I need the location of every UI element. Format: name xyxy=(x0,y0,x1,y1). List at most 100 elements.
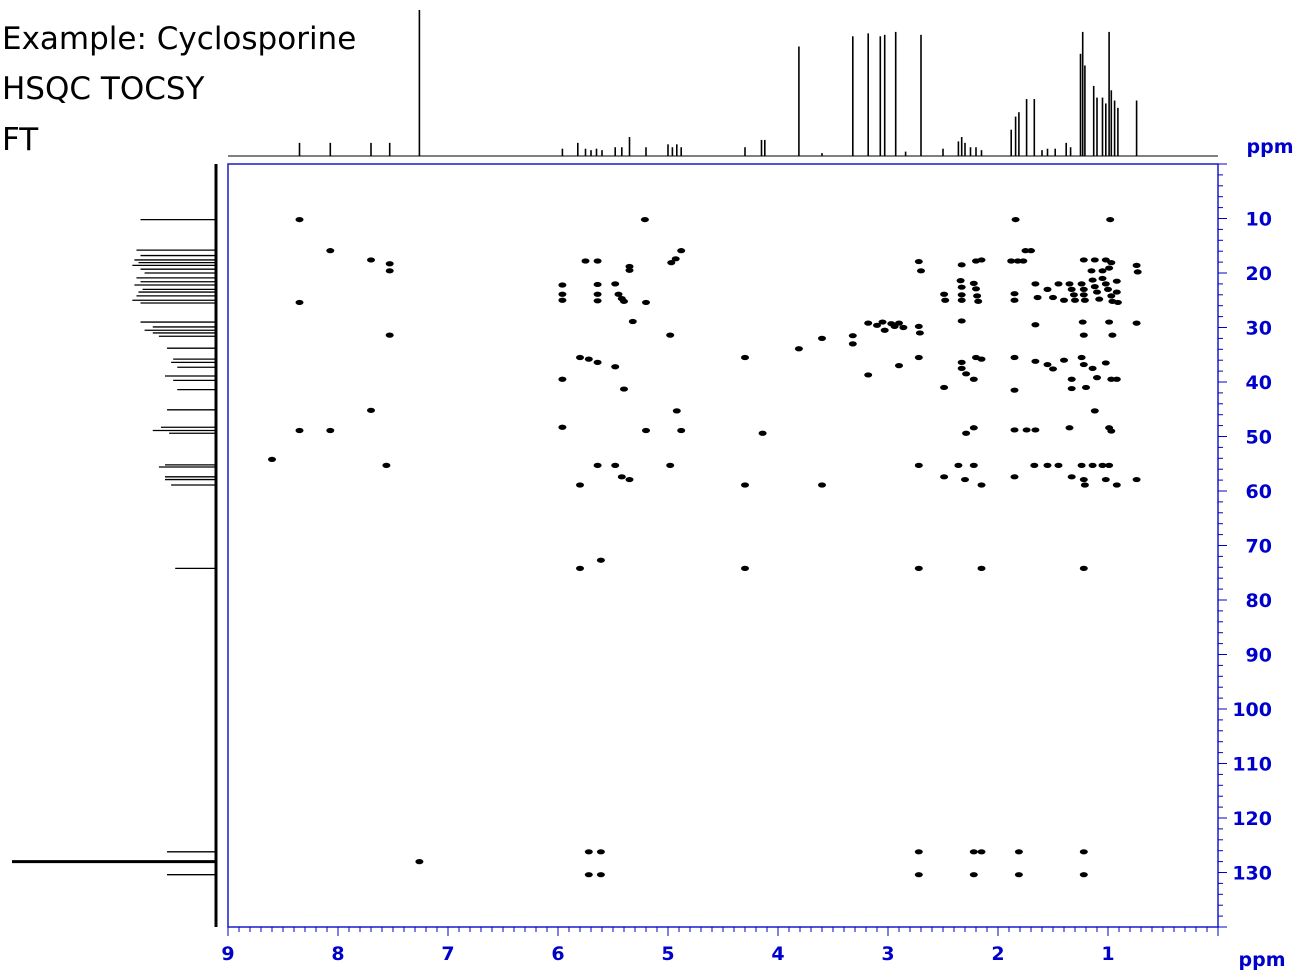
cross-peak xyxy=(620,298,628,304)
cross-peak xyxy=(666,462,675,468)
cross-peak xyxy=(1031,281,1040,287)
cross-peak xyxy=(1067,376,1076,382)
cross-peak xyxy=(1010,354,1019,361)
cross-peak xyxy=(794,346,803,352)
cross-peak xyxy=(593,291,602,297)
cross-peak xyxy=(940,474,949,480)
cross-peak xyxy=(1107,376,1116,382)
x-tick-label: 8 xyxy=(331,943,344,965)
x-tick-label: 2 xyxy=(991,943,1004,965)
cross-peak xyxy=(940,291,949,297)
cross-peak xyxy=(914,872,923,878)
cross-peak xyxy=(1078,319,1087,325)
cross-peak xyxy=(969,872,978,878)
cross-peak xyxy=(642,299,650,306)
cross-peak xyxy=(1019,258,1028,264)
cross-peak xyxy=(1031,322,1040,328)
cross-peak xyxy=(295,299,304,306)
cross-peak xyxy=(584,356,593,362)
cross-peak xyxy=(1007,258,1016,264)
cross-peak xyxy=(1132,320,1141,326)
cross-peak xyxy=(1027,248,1035,254)
cross-peak xyxy=(614,291,623,297)
cross-peak xyxy=(640,216,649,223)
cross-peak xyxy=(1065,425,1074,431)
cross-peak xyxy=(326,248,335,254)
cross-peak xyxy=(667,260,676,266)
cross-peak xyxy=(584,849,593,855)
cross-peak xyxy=(941,297,950,303)
cross-peak xyxy=(1112,289,1121,295)
cross-peak xyxy=(625,267,634,273)
cross-peak xyxy=(1010,297,1019,303)
cross-peak xyxy=(1054,281,1063,287)
cross-peak xyxy=(1101,476,1110,483)
cross-peak xyxy=(1104,286,1112,292)
cross-peak xyxy=(1065,281,1074,287)
cross-peak xyxy=(1113,299,1122,306)
cross-peak xyxy=(977,482,986,488)
cross-peak xyxy=(914,849,923,855)
cross-peak xyxy=(1108,332,1117,338)
cross-peak xyxy=(1033,294,1042,301)
cross-peak xyxy=(558,424,567,430)
cross-peak xyxy=(1031,358,1040,364)
y-tick-label: 90 xyxy=(1246,645,1272,667)
cross-peak xyxy=(940,384,949,391)
cross-peak xyxy=(1013,258,1022,264)
y-axis-unit-label: ppm xyxy=(1247,136,1294,158)
cross-peak xyxy=(1112,482,1121,488)
cross-peak xyxy=(1079,257,1088,263)
cross-peak xyxy=(593,281,602,288)
cross-peak xyxy=(385,261,394,267)
cross-peak xyxy=(741,482,749,488)
cross-peak xyxy=(1093,289,1101,295)
cross-peak xyxy=(1132,262,1141,268)
cross-peak xyxy=(917,268,925,274)
cross-peak xyxy=(1112,376,1121,382)
cross-peak xyxy=(864,372,873,378)
cross-peak xyxy=(596,557,605,563)
cross-peak xyxy=(1014,849,1023,855)
y-tick-label: 30 xyxy=(1246,318,1272,340)
cross-peak xyxy=(558,291,567,297)
cross-peak xyxy=(593,298,602,304)
cross-peak xyxy=(1067,385,1076,392)
cross-peak xyxy=(1088,365,1097,371)
y-tick-label: 40 xyxy=(1246,372,1272,394)
cross-peak xyxy=(1082,384,1090,391)
cross-peak xyxy=(1049,366,1057,372)
cross-peak xyxy=(295,427,304,434)
cross-peak xyxy=(576,354,584,361)
cross-peak xyxy=(957,292,966,298)
cross-peak xyxy=(1098,462,1107,468)
cross-peak xyxy=(326,427,335,434)
y-tick-label: 20 xyxy=(1246,263,1272,285)
cross-peak xyxy=(1022,427,1031,433)
cross-peak xyxy=(385,268,394,274)
x-tick-label: 6 xyxy=(551,943,564,965)
cross-peak xyxy=(954,462,963,468)
cross-peak xyxy=(969,376,978,382)
cross-peak xyxy=(957,318,966,324)
y-tick-label: 10 xyxy=(1246,209,1272,231)
x-axis-unit-label: ppm xyxy=(1239,949,1286,970)
cross-peak xyxy=(914,462,923,468)
cross-peak xyxy=(969,280,978,286)
y-tick-label: 120 xyxy=(1232,808,1272,830)
cross-peak xyxy=(873,322,881,328)
cross-peak xyxy=(957,262,966,268)
cross-peak xyxy=(1106,216,1115,223)
cross-peak xyxy=(1077,354,1086,361)
cross-peak xyxy=(1088,462,1097,468)
cross-peak xyxy=(1079,476,1088,483)
cross-peak xyxy=(1105,319,1114,325)
sample-title: Example: Cyclosporine xyxy=(2,21,357,57)
cross-peak xyxy=(596,849,605,855)
cross-peak xyxy=(1105,462,1114,468)
cross-peak xyxy=(1079,292,1088,298)
cross-peak xyxy=(741,354,749,361)
cross-peak xyxy=(969,462,978,468)
cross-peak xyxy=(1079,565,1088,571)
